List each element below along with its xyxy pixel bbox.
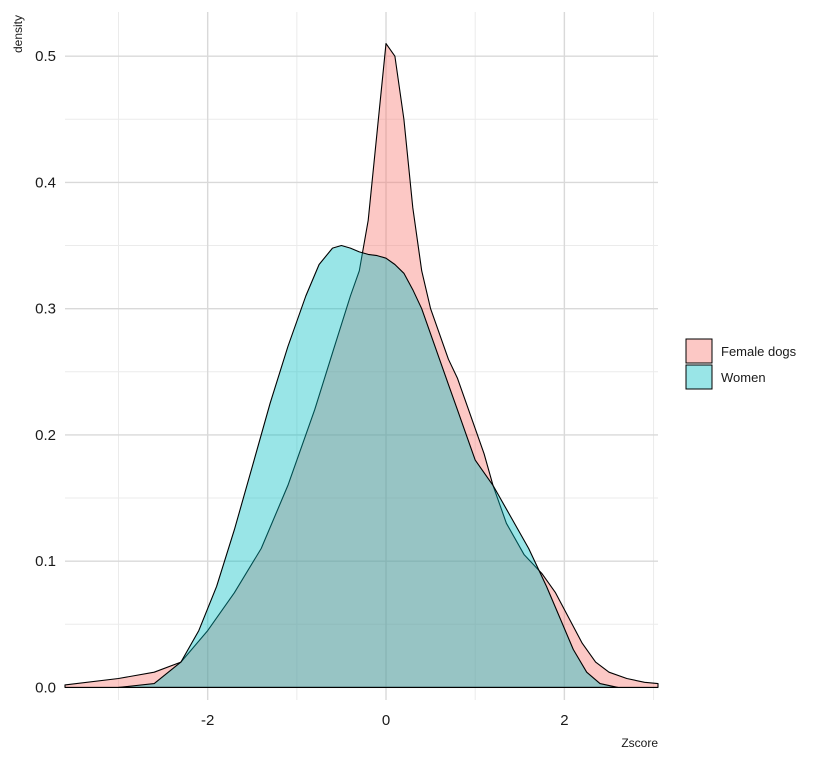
- legend-key: [685, 364, 713, 390]
- x-axis-ticks: -2 0 2: [201, 712, 569, 729]
- grid-lines: [65, 12, 658, 700]
- y-tick-label: 0.3: [35, 301, 56, 318]
- y-axis-title: density: [11, 15, 25, 53]
- y-tick-label: 0.0: [35, 679, 56, 696]
- x-tick-label: 0: [382, 712, 390, 729]
- density-areas: [64, 43, 659, 688]
- y-tick-label: 0.5: [35, 48, 56, 65]
- x-tick-label: -2: [201, 712, 214, 729]
- y-tick-label: 0.2: [35, 427, 56, 444]
- legend-label: Female dogs: [721, 344, 797, 359]
- legend-label: Women: [721, 370, 766, 385]
- density-area-women: [117, 244, 619, 688]
- y-tick-label: 0.1: [35, 553, 56, 570]
- y-tick-label: 0.4: [35, 174, 56, 191]
- x-axis-title: Zscore: [621, 736, 658, 750]
- legend-key: [685, 338, 713, 364]
- legend: Female dogs Women: [685, 338, 797, 390]
- y-axis-ticks: 0.0 0.1 0.2 0.3 0.4 0.5: [35, 48, 56, 696]
- density-area-female-dogs: [64, 43, 659, 688]
- x-tick-label: 2: [560, 712, 568, 729]
